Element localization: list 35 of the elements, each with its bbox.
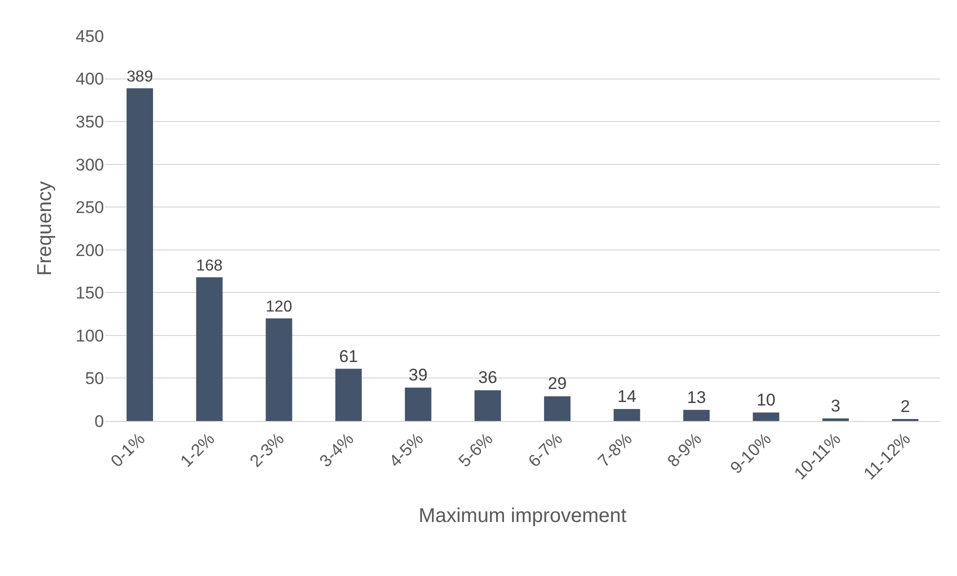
data-label: 29	[548, 374, 567, 394]
data-label: 14	[617, 387, 636, 406]
y-tick-label: 400	[76, 70, 104, 89]
bar	[266, 318, 292, 421]
y-tick-label: 50	[85, 369, 104, 388]
y-axis-title: Frequency	[34, 181, 56, 276]
data-label: 389	[126, 68, 154, 86]
bar	[614, 409, 640, 421]
data-label: 10	[756, 390, 776, 410]
y-tick-label: 300	[76, 155, 104, 174]
y-tick-label: 0	[94, 412, 104, 431]
bar	[752, 412, 780, 421]
x-axis-title: Maximum improvement	[418, 504, 627, 527]
bar	[335, 368, 362, 421]
data-label: 39	[408, 366, 428, 385]
bar	[404, 388, 432, 421]
y-tick-label: 350	[76, 112, 104, 132]
y-tick-label: 100	[76, 326, 104, 346]
bar	[822, 418, 849, 421]
bar	[683, 410, 710, 421]
data-label: 3	[830, 396, 840, 416]
y-tick-label: 200	[76, 240, 104, 260]
data-label: 13	[687, 388, 706, 407]
bar	[126, 88, 154, 421]
data-label: 168	[196, 258, 223, 275]
y-tick-label: 450	[76, 26, 104, 46]
data-label: 2	[900, 397, 910, 416]
bar	[544, 396, 571, 421]
data-label: 61	[339, 346, 358, 366]
bar	[196, 277, 223, 421]
y-tick-label: 250	[76, 198, 104, 218]
y-tick-label: 150	[76, 284, 104, 303]
data-label: 120	[266, 298, 292, 316]
bar	[474, 390, 501, 421]
data-label: 36	[478, 368, 498, 388]
